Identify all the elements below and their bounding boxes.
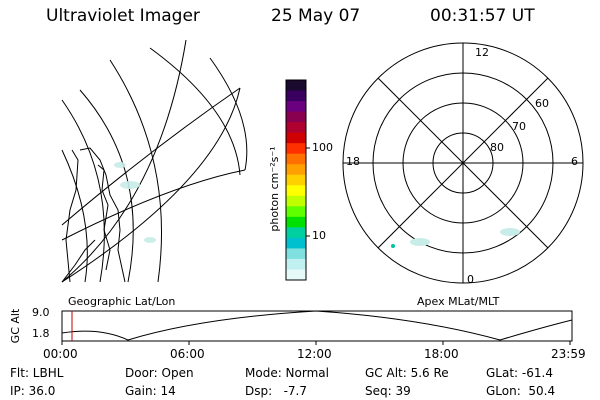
mlat-label-80: 80 bbox=[490, 141, 504, 154]
mlat-label-60: 60 bbox=[535, 97, 549, 110]
time-tick-1200: 12:00 bbox=[297, 347, 332, 361]
colorbar-band bbox=[286, 153, 306, 165]
status-door: Door: Open bbox=[125, 366, 194, 380]
colorbar-band bbox=[286, 174, 306, 186]
instrument-title: Ultraviolet Imager bbox=[46, 6, 200, 26]
colorbar-band bbox=[286, 185, 306, 197]
colorbar-frame bbox=[285, 79, 307, 281]
colorbar-tick-label-10: 10 bbox=[312, 229, 326, 242]
polar-plot bbox=[342, 42, 584, 284]
status-flt: Flt: LBHL bbox=[10, 366, 64, 380]
time-label: 00:31:57 UT bbox=[430, 6, 535, 26]
status-dsp: Dsp: -7.7 bbox=[245, 384, 308, 398]
colorbar-band bbox=[286, 101, 306, 113]
geographic-aurora bbox=[114, 162, 156, 243]
colorbar-tick-label-100: 100 bbox=[312, 141, 333, 154]
polar-aurora bbox=[391, 228, 520, 248]
altitude-tick-1-8: 1.8 bbox=[32, 327, 50, 340]
mlt-label-0: 0 bbox=[467, 273, 474, 286]
status-glat: GLat: -61.4 bbox=[486, 366, 553, 380]
apex-panel-label: Apex MLat/MLT bbox=[417, 295, 500, 308]
colorbar-band bbox=[286, 111, 306, 123]
altitude-curve bbox=[61, 310, 573, 341]
colorbar bbox=[286, 80, 306, 281]
colorbar-band bbox=[286, 132, 306, 144]
mlt-label-6: 6 bbox=[571, 155, 578, 168]
geographic-map bbox=[61, 39, 248, 283]
status-gc-alt: GC Alt: 5.6 Re bbox=[365, 366, 449, 380]
altitude-axis-title: GC Alt bbox=[9, 308, 22, 344]
colorbar-band bbox=[286, 122, 306, 134]
mlat-label-70: 70 bbox=[512, 120, 526, 133]
altitude-tick-9: 9.0 bbox=[32, 306, 50, 319]
colorbar-band bbox=[286, 206, 306, 218]
time-tick-2359: 23:59 bbox=[551, 347, 586, 361]
colorbar-band bbox=[286, 237, 306, 249]
time-tick-1800: 18:00 bbox=[424, 347, 459, 361]
colorbar-band bbox=[286, 258, 306, 270]
colorbar-band bbox=[286, 269, 306, 281]
altitude-ticks bbox=[61, 341, 571, 345]
colorbar-band bbox=[286, 143, 306, 155]
status-seq: Seq: 39 bbox=[365, 384, 411, 398]
status-gain: Gain: 14 bbox=[125, 384, 176, 398]
mlt-label-12: 12 bbox=[475, 46, 489, 59]
colorbar-band bbox=[286, 248, 306, 260]
colorbar-band bbox=[286, 216, 306, 228]
status-ip: IP: 36.0 bbox=[10, 384, 56, 398]
time-tick-0000: 00:00 bbox=[43, 347, 78, 361]
colorbar-band bbox=[286, 227, 306, 239]
colorbar-band bbox=[286, 80, 306, 92]
time-tick-0600: 06:00 bbox=[170, 347, 205, 361]
colorbar-unit-label: photon cm⁻²s⁻¹ bbox=[268, 146, 281, 232]
colorbar-band bbox=[286, 164, 306, 176]
status-mode: Mode: Normal bbox=[245, 366, 329, 380]
colorbar-band bbox=[286, 90, 306, 102]
mlt-label-18: 18 bbox=[346, 155, 360, 168]
status-glon: GLon: 50.4 bbox=[486, 384, 556, 398]
geographic-panel-label: Geographic Lat/Lon bbox=[68, 295, 176, 308]
date-label: 25 May 07 bbox=[271, 6, 361, 26]
colorbar-band bbox=[286, 195, 306, 207]
